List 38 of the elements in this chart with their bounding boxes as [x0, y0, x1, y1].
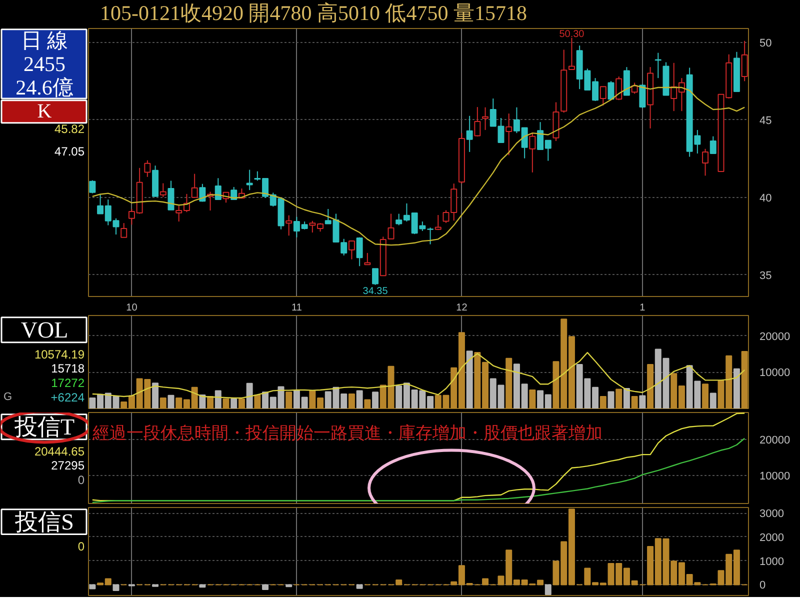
- chart-title: 投信T: [13, 414, 75, 440]
- chart-title: 投信S: [14, 509, 74, 534]
- text: 17272: [51, 376, 85, 390]
- y-tick-label: 35: [760, 270, 772, 282]
- text: K: [37, 100, 52, 123]
- chart-title: 105-0121收4920 開4780 高5010 低4750 量15718: [100, 0, 527, 26]
- annotation: 50.30: [559, 28, 585, 40]
- y-tick-label: 3000: [760, 508, 784, 520]
- y-tick-label: 0: [760, 580, 766, 592]
- y-tick-label: 45: [760, 114, 772, 127]
- y-tick-label: 10000: [760, 367, 790, 380]
- x-tick-label: 12: [456, 302, 468, 314]
- y-tick-label: 10000: [760, 470, 790, 482]
- y-tick-label: 2000: [760, 532, 784, 544]
- y-tick-label: 40: [760, 192, 772, 204]
- y-tick-label: 50: [760, 37, 772, 50]
- text: 2455: [24, 52, 66, 76]
- x-tick-label: 11: [292, 302, 302, 314]
- chart-title: VOL: [20, 317, 68, 342]
- x-tick-label: 1: [640, 302, 646, 314]
- text: 0: [78, 539, 85, 554]
- text: 日 線: [20, 28, 68, 53]
- text: 27295: [51, 458, 85, 473]
- y-tick-label: 20000: [760, 330, 790, 343]
- annotation: 34.35: [362, 286, 388, 297]
- text: +6224: [50, 390, 85, 404]
- y-tick-label: 20000: [760, 434, 790, 446]
- y-tick-label: 1000: [760, 556, 784, 568]
- text: 15718: [51, 362, 85, 376]
- text: G: [4, 390, 12, 403]
- text: 24.6億: [16, 75, 74, 100]
- text: 經過一段休息時間・投信開始一路買進・庫存增加・股價也跟著增加: [92, 424, 602, 442]
- text: 47.05: [54, 144, 85, 158]
- text: 0: [78, 473, 85, 488]
- text: 20444.65: [34, 444, 85, 458]
- text: 10574.19: [34, 347, 85, 362]
- text: 45.82: [54, 122, 85, 136]
- x-tick-label: 10: [126, 302, 138, 314]
